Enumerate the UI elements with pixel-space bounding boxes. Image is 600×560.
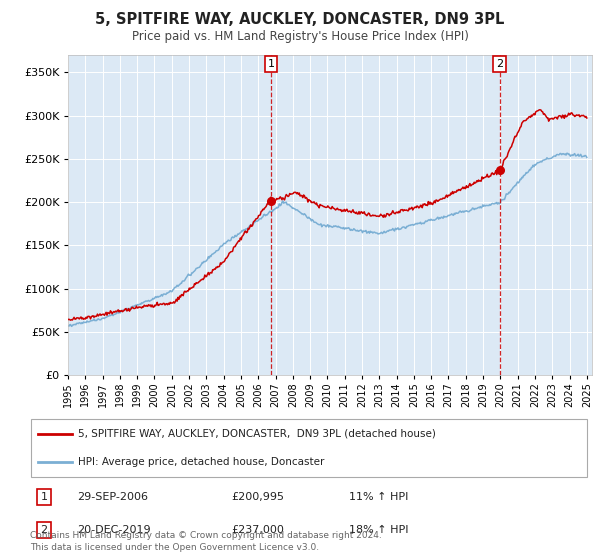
Text: 20-DEC-2019: 20-DEC-2019 xyxy=(77,525,151,535)
Text: 18% ↑ HPI: 18% ↑ HPI xyxy=(349,525,409,535)
Text: £200,995: £200,995 xyxy=(232,492,284,502)
Text: HPI: Average price, detached house, Doncaster: HPI: Average price, detached house, Donc… xyxy=(77,458,324,468)
Text: Contains HM Land Registry data © Crown copyright and database right 2024.
This d: Contains HM Land Registry data © Crown c… xyxy=(30,531,382,552)
Text: 1: 1 xyxy=(41,492,47,502)
FancyBboxPatch shape xyxy=(31,419,587,477)
Text: Price paid vs. HM Land Registry's House Price Index (HPI): Price paid vs. HM Land Registry's House … xyxy=(131,30,469,43)
Text: £237,000: £237,000 xyxy=(232,525,284,535)
Text: 5, SPITFIRE WAY, AUCKLEY, DONCASTER,  DN9 3PL (detached house): 5, SPITFIRE WAY, AUCKLEY, DONCASTER, DN9… xyxy=(77,428,436,438)
Text: 11% ↑ HPI: 11% ↑ HPI xyxy=(349,492,409,502)
Text: 2: 2 xyxy=(40,525,47,535)
Text: 5, SPITFIRE WAY, AUCKLEY, DONCASTER, DN9 3PL: 5, SPITFIRE WAY, AUCKLEY, DONCASTER, DN9… xyxy=(95,12,505,27)
Text: 2: 2 xyxy=(496,59,503,69)
Text: 1: 1 xyxy=(268,59,275,69)
Text: 29-SEP-2006: 29-SEP-2006 xyxy=(77,492,149,502)
